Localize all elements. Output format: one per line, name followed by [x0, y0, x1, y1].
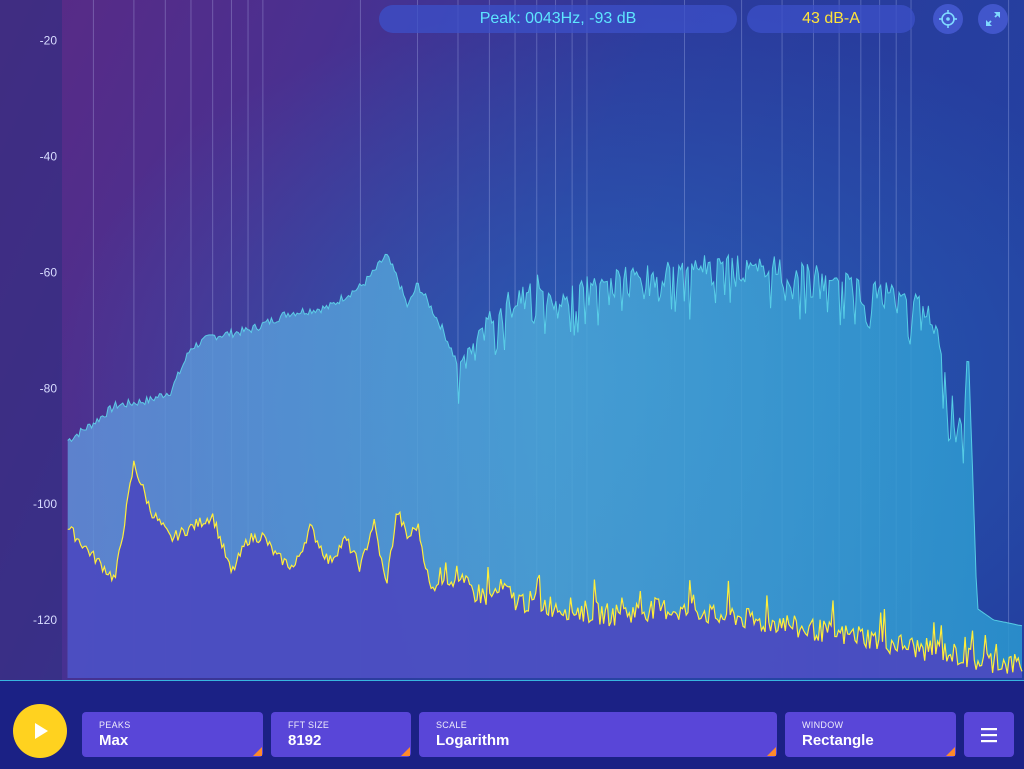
level-readout: 43 dB-A: [747, 5, 915, 33]
y-tick-label: -20: [40, 34, 58, 48]
dropdown-corner-icon: [401, 747, 410, 756]
scale-selector[interactable]: SCALE Logarithm: [419, 712, 777, 757]
fft-size-label: FFT SIZE: [288, 720, 330, 730]
peaks-selector[interactable]: PEAKS Max: [82, 712, 263, 757]
y-tick-label: -120: [33, 613, 57, 627]
spectrum-plot[interactable]: -20-40-60-80-100-120 501002005001k2k5k10…: [0, 0, 1024, 680]
y-tick-label: -40: [40, 149, 58, 163]
current-spectrum-area: [67, 460, 1022, 678]
peaks-label: PEAKS: [99, 720, 131, 730]
control-bar: PEAKS Max FFT SIZE 8192 SCALE Logarithm …: [0, 680, 1024, 769]
crosshair-icon: [939, 10, 957, 28]
dropdown-corner-icon: [767, 747, 776, 756]
fft-size-value: 8192: [288, 732, 322, 749]
y-axis-labels: -20 -40 -60 -80 -100 -120: [33, 34, 57, 627]
play-button[interactable]: [13, 704, 67, 758]
menu-icon: [981, 727, 997, 742]
current-spectrum-line: [67, 460, 1023, 674]
y-tick-label: -60: [40, 265, 58, 279]
y-tick-label: -80: [40, 381, 58, 395]
crosshair-button[interactable]: [933, 4, 963, 34]
y-axis-band: [0, 0, 62, 680]
scale-value: Logarithm: [436, 732, 510, 749]
window-value: Rectangle: [802, 732, 874, 749]
expand-button[interactable]: [978, 4, 1008, 34]
play-icon: [35, 723, 48, 739]
scale-label: SCALE: [436, 720, 468, 730]
peaks-value: Max: [99, 732, 129, 749]
window-label: WINDOW: [802, 720, 844, 730]
menu-button[interactable]: [964, 712, 1014, 757]
peak-spectrum-line: [67, 253, 1023, 627]
dropdown-corner-icon: [946, 747, 955, 756]
peak-readout: Peak: 0043Hz, -93 dB: [379, 5, 737, 33]
expand-icon: [986, 12, 1000, 26]
window-selector[interactable]: WINDOW Rectangle: [785, 712, 956, 757]
y-tick-label: -100: [33, 497, 57, 511]
dropdown-corner-icon: [253, 747, 262, 756]
fft-size-selector[interactable]: FFT SIZE 8192: [271, 712, 411, 757]
